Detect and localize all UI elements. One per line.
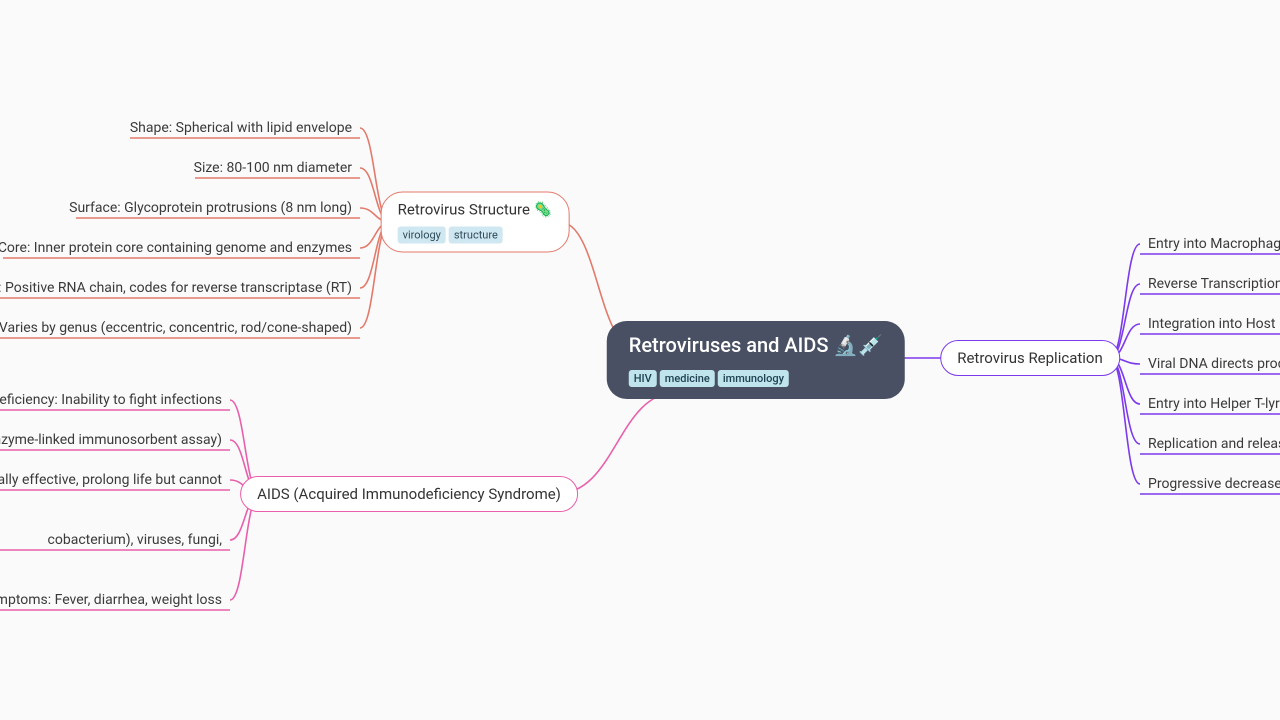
leaf-node[interactable]: Viral DNA directs prod	[1148, 354, 1280, 374]
tag: virology	[398, 227, 446, 244]
tag: structure	[449, 227, 503, 244]
branch-node[interactable]: Retrovirus Replication	[940, 340, 1120, 376]
leaf-node[interactable]: Integration into Host I	[1148, 314, 1280, 334]
leaf-node[interactable]: Replication and releas	[1148, 434, 1280, 454]
leaf-node[interactable]: ymptoms: Fever, diarrhea, weight loss	[0, 590, 222, 610]
leaf-node[interactable]: Size: 80-100 nm diameter	[194, 158, 352, 178]
center-node[interactable]: Retroviruses and AIDS 🔬💉 HIVmedicineimmun…	[607, 321, 905, 399]
branch-label: AIDS (Acquired Immunodeficiency Syndrome…	[257, 485, 561, 503]
tag: medicine	[660, 370, 715, 387]
tag: immunology	[718, 370, 789, 387]
leaf-node[interactable]: Entry into Macrophag	[1148, 234, 1280, 254]
branch-node[interactable]: Retrovirus Structure 🦠 virologystructure	[381, 192, 570, 253]
leaf-node[interactable]: Core: Inner protein core containing geno…	[0, 238, 352, 258]
leaf-node[interactable]: Reverse Transcription	[1148, 274, 1280, 294]
center-title: Retroviruses and AIDS 🔬💉	[629, 333, 883, 357]
leaf-node[interactable]: deficiency: Inability to fight infection…	[0, 390, 222, 410]
leaf-node[interactable]: Surface: Glycoprotein protrusions (8 nm …	[69, 198, 352, 218]
tag: HIV	[629, 370, 657, 387]
leaf-node[interactable]: Shape: Spherical with lipid envelope	[130, 118, 352, 138]
branch-node[interactable]: AIDS (Acquired Immunodeficiency Syndrome…	[240, 476, 578, 512]
leaf-node[interactable]: NA: Positive RNA chain, codes for revers…	[0, 278, 352, 298]
branch-label: Retrovirus Replication	[957, 349, 1103, 367]
leaf-node[interactable]: cobacterium), viruses, fungi,	[48, 530, 222, 550]
leaf-node[interactable]: Progressive decrease	[1148, 474, 1280, 494]
leaf-node[interactable]: nzyme-linked immunosorbent assay)	[0, 430, 222, 450]
leaf-node[interactable]: Entry into Helper T-lyr	[1148, 394, 1280, 414]
branch-tags: virologystructure	[398, 225, 553, 244]
leaf-node[interactable]: ally effective, prolong life but cannot	[0, 470, 222, 490]
branch-label: Retrovirus Structure 🦠	[398, 201, 553, 219]
leaf-node[interactable]: d: Varies by genus (eccentric, concentri…	[0, 318, 352, 338]
center-tags: HIVmedicineimmunology	[629, 363, 883, 387]
